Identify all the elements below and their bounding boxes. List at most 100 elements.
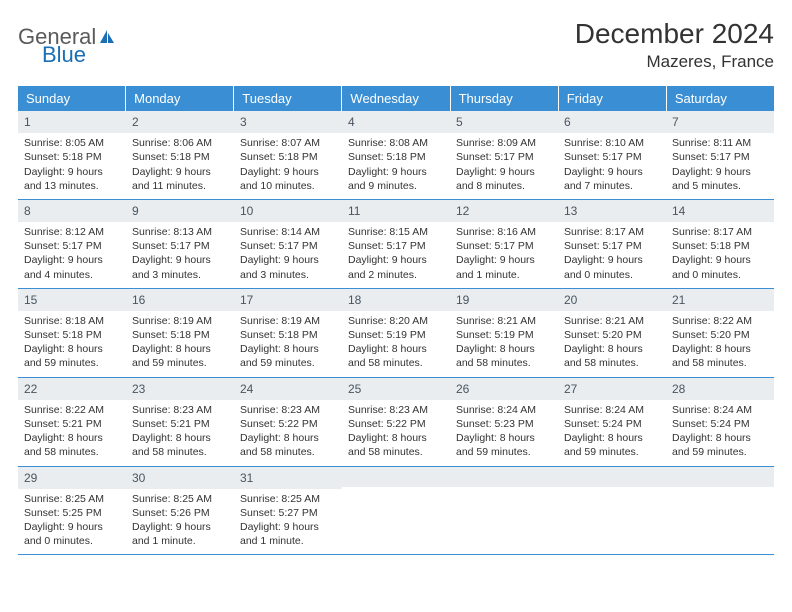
day-number: 14 [666, 200, 774, 222]
daylight-text: Daylight: 8 hours and 58 minutes. [672, 342, 768, 370]
daylight-text: Daylight: 9 hours and 1 minute. [240, 520, 336, 548]
day-body: Sunrise: 8:11 AMSunset: 5:17 PMDaylight:… [666, 133, 774, 199]
day-body [558, 487, 666, 537]
sunrise-text: Sunrise: 8:24 AM [456, 403, 552, 417]
day-cell: 8Sunrise: 8:12 AMSunset: 5:17 PMDaylight… [18, 200, 126, 288]
daylight-text: Daylight: 9 hours and 1 minute. [132, 520, 228, 548]
day-number: 31 [234, 467, 342, 489]
sunrise-text: Sunrise: 8:19 AM [132, 314, 228, 328]
day-number: 3 [234, 111, 342, 133]
day-body: Sunrise: 8:13 AMSunset: 5:17 PMDaylight:… [126, 222, 234, 288]
daylight-text: Daylight: 8 hours and 58 minutes. [564, 342, 660, 370]
month-title: December 2024 [575, 18, 774, 50]
day-number: 21 [666, 289, 774, 311]
day-cell: 22Sunrise: 8:22 AMSunset: 5:21 PMDayligh… [18, 378, 126, 466]
day-number: 9 [126, 200, 234, 222]
day-body: Sunrise: 8:22 AMSunset: 5:21 PMDaylight:… [18, 400, 126, 466]
sunrise-text: Sunrise: 8:23 AM [240, 403, 336, 417]
sunset-text: Sunset: 5:18 PM [24, 150, 120, 164]
sunset-text: Sunset: 5:19 PM [348, 328, 444, 342]
sunrise-text: Sunrise: 8:13 AM [132, 225, 228, 239]
daylight-text: Daylight: 9 hours and 13 minutes. [24, 165, 120, 193]
daylight-text: Daylight: 9 hours and 0 minutes. [564, 253, 660, 281]
daylight-text: Daylight: 8 hours and 59 minutes. [240, 342, 336, 370]
day-cell: 26Sunrise: 8:24 AMSunset: 5:23 PMDayligh… [450, 378, 558, 466]
sail-icon [98, 28, 116, 46]
day-cell: 2Sunrise: 8:06 AMSunset: 5:18 PMDaylight… [126, 111, 234, 199]
weekday-header: Saturday [667, 86, 774, 111]
day-number: 26 [450, 378, 558, 400]
day-number [666, 467, 774, 487]
day-body: Sunrise: 8:06 AMSunset: 5:18 PMDaylight:… [126, 133, 234, 199]
day-cell: 29Sunrise: 8:25 AMSunset: 5:25 PMDayligh… [18, 467, 126, 555]
day-cell [558, 467, 666, 555]
daylight-text: Daylight: 9 hours and 0 minutes. [24, 520, 120, 548]
day-cell: 30Sunrise: 8:25 AMSunset: 5:26 PMDayligh… [126, 467, 234, 555]
sunset-text: Sunset: 5:22 PM [348, 417, 444, 431]
sunrise-text: Sunrise: 8:06 AM [132, 136, 228, 150]
daylight-text: Daylight: 9 hours and 5 minutes. [672, 165, 768, 193]
daylight-text: Daylight: 9 hours and 8 minutes. [456, 165, 552, 193]
sunset-text: Sunset: 5:18 PM [132, 328, 228, 342]
sunrise-text: Sunrise: 8:25 AM [240, 492, 336, 506]
day-cell: 15Sunrise: 8:18 AMSunset: 5:18 PMDayligh… [18, 289, 126, 377]
sunset-text: Sunset: 5:18 PM [240, 328, 336, 342]
sunrise-text: Sunrise: 8:17 AM [564, 225, 660, 239]
week-row: 8Sunrise: 8:12 AMSunset: 5:17 PMDaylight… [18, 200, 774, 289]
day-cell: 5Sunrise: 8:09 AMSunset: 5:17 PMDaylight… [450, 111, 558, 199]
day-cell: 6Sunrise: 8:10 AMSunset: 5:17 PMDaylight… [558, 111, 666, 199]
weekday-header-row: Sunday Monday Tuesday Wednesday Thursday… [18, 86, 774, 111]
daylight-text: Daylight: 9 hours and 9 minutes. [348, 165, 444, 193]
day-number: 19 [450, 289, 558, 311]
day-cell: 4Sunrise: 8:08 AMSunset: 5:18 PMDaylight… [342, 111, 450, 199]
day-cell: 12Sunrise: 8:16 AMSunset: 5:17 PMDayligh… [450, 200, 558, 288]
sunrise-text: Sunrise: 8:11 AM [672, 136, 768, 150]
day-body [450, 487, 558, 537]
day-body: Sunrise: 8:17 AMSunset: 5:17 PMDaylight:… [558, 222, 666, 288]
daylight-text: Daylight: 8 hours and 58 minutes. [240, 431, 336, 459]
day-cell: 27Sunrise: 8:24 AMSunset: 5:24 PMDayligh… [558, 378, 666, 466]
weekday-header: Thursday [451, 86, 559, 111]
day-body: Sunrise: 8:24 AMSunset: 5:23 PMDaylight:… [450, 400, 558, 466]
daylight-text: Daylight: 9 hours and 10 minutes. [240, 165, 336, 193]
daylight-text: Daylight: 8 hours and 59 minutes. [456, 431, 552, 459]
sunset-text: Sunset: 5:17 PM [240, 239, 336, 253]
day-number: 18 [342, 289, 450, 311]
day-number: 17 [234, 289, 342, 311]
sunrise-text: Sunrise: 8:08 AM [348, 136, 444, 150]
day-cell: 21Sunrise: 8:22 AMSunset: 5:20 PMDayligh… [666, 289, 774, 377]
sunrise-text: Sunrise: 8:24 AM [672, 403, 768, 417]
day-number: 30 [126, 467, 234, 489]
day-cell: 17Sunrise: 8:19 AMSunset: 5:18 PMDayligh… [234, 289, 342, 377]
sunrise-text: Sunrise: 8:25 AM [24, 492, 120, 506]
daylight-text: Daylight: 9 hours and 4 minutes. [24, 253, 120, 281]
day-body: Sunrise: 8:12 AMSunset: 5:17 PMDaylight:… [18, 222, 126, 288]
daylight-text: Daylight: 8 hours and 58 minutes. [132, 431, 228, 459]
day-cell [342, 467, 450, 555]
day-number: 23 [126, 378, 234, 400]
sunset-text: Sunset: 5:18 PM [672, 239, 768, 253]
sunrise-text: Sunrise: 8:15 AM [348, 225, 444, 239]
daylight-text: Daylight: 8 hours and 59 minutes. [132, 342, 228, 370]
day-cell: 18Sunrise: 8:20 AMSunset: 5:19 PMDayligh… [342, 289, 450, 377]
day-cell [666, 467, 774, 555]
week-row: 29Sunrise: 8:25 AMSunset: 5:25 PMDayligh… [18, 467, 774, 556]
day-number: 10 [234, 200, 342, 222]
day-body: Sunrise: 8:09 AMSunset: 5:17 PMDaylight:… [450, 133, 558, 199]
sunset-text: Sunset: 5:17 PM [672, 150, 768, 164]
sunrise-text: Sunrise: 8:20 AM [348, 314, 444, 328]
sunset-text: Sunset: 5:19 PM [456, 328, 552, 342]
day-body: Sunrise: 8:25 AMSunset: 5:26 PMDaylight:… [126, 489, 234, 555]
daylight-text: Daylight: 9 hours and 11 minutes. [132, 165, 228, 193]
day-body: Sunrise: 8:17 AMSunset: 5:18 PMDaylight:… [666, 222, 774, 288]
daylight-text: Daylight: 8 hours and 58 minutes. [348, 431, 444, 459]
day-body: Sunrise: 8:25 AMSunset: 5:25 PMDaylight:… [18, 489, 126, 555]
day-body: Sunrise: 8:05 AMSunset: 5:18 PMDaylight:… [18, 133, 126, 199]
day-number: 6 [558, 111, 666, 133]
daylight-text: Daylight: 9 hours and 3 minutes. [240, 253, 336, 281]
sunrise-text: Sunrise: 8:22 AM [24, 403, 120, 417]
day-number: 22 [18, 378, 126, 400]
sunset-text: Sunset: 5:18 PM [348, 150, 444, 164]
sunset-text: Sunset: 5:17 PM [564, 239, 660, 253]
weekday-header: Monday [126, 86, 234, 111]
